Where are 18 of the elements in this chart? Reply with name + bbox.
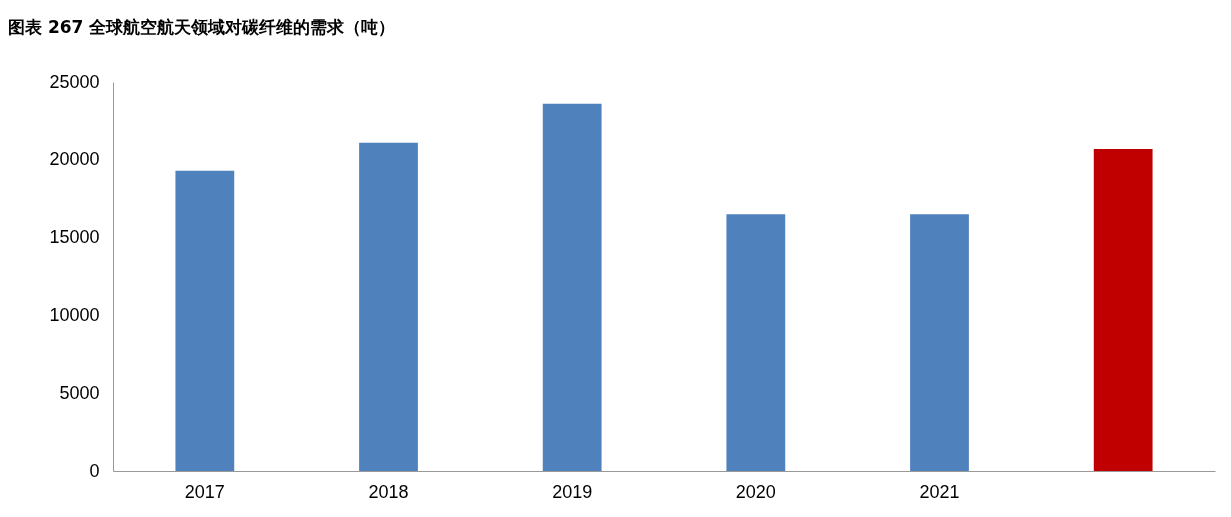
y-tick-label: 25000 <box>49 71 100 92</box>
y-tick-label: 15000 <box>49 227 100 248</box>
x-tick-label: 2018 <box>368 481 409 502</box>
bar <box>726 214 786 471</box>
x-tick-label: 2020 <box>735 481 776 502</box>
x-tick-label: 2019 <box>552 481 593 502</box>
x-tick-label: 2021 <box>919 481 960 502</box>
bar <box>359 142 418 471</box>
y-tick-label: 10000 <box>49 304 100 325</box>
bar <box>175 170 235 471</box>
y-tick-label: 20000 <box>49 149 100 170</box>
chart-title: 图表 267 全球航空航天领域对碳纤维的需求（吨） <box>8 17 396 37</box>
x-tick-label: 2017 <box>184 481 225 502</box>
y-tick-label: 0 <box>89 460 100 481</box>
bar <box>1093 148 1153 471</box>
bar <box>910 214 969 471</box>
y-tick-label: 5000 <box>59 382 100 403</box>
bar <box>542 103 602 471</box>
